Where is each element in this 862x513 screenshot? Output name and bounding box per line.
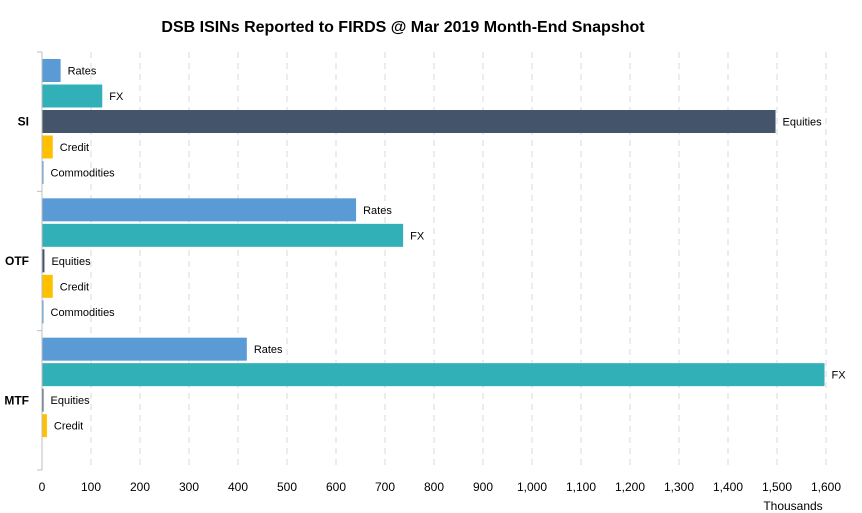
bar-mtf-rates <box>42 337 247 361</box>
bar-otf-equities <box>42 249 45 273</box>
bar-label: Equities <box>51 395 91 407</box>
bar-label: Credit <box>60 281 89 293</box>
x-tick-label: 900 <box>473 480 493 494</box>
bar-label: FX <box>832 370 847 382</box>
bar-si-fx <box>42 84 103 108</box>
x-tick-label: 200 <box>130 480 150 494</box>
x-tick-label: 600 <box>326 480 346 494</box>
bar-label: FX <box>410 230 425 242</box>
bars <box>42 59 825 438</box>
x-tick-label: 100 <box>81 480 101 494</box>
bar-label: Commodities <box>51 307 116 319</box>
bar-labels: Rates FX Equities Credit Commodities Rates FX E… <box>51 66 847 433</box>
bar-label: Credit <box>54 421 83 433</box>
bar-si-equities <box>42 110 776 133</box>
bar-label: Equities <box>51 256 91 268</box>
bar-otf-rates <box>42 198 357 222</box>
bar-si-credit <box>42 135 53 159</box>
bar-mtf-fx <box>42 363 825 387</box>
category-label: SI <box>18 115 29 129</box>
bar-label: FX <box>109 91 124 103</box>
bar-label: Commodities <box>51 168 116 180</box>
bar-label: Rates <box>254 344 283 356</box>
x-tick-label: 0 <box>39 480 46 494</box>
x-tick-label: 1,500 <box>762 480 792 494</box>
bar-si-rates <box>42 59 61 82</box>
axes: 0 100 200 300 400 500 600 700 800 900 1,000 1,100 1,… <box>4 51 841 494</box>
bar-label: Rates <box>68 66 97 78</box>
bar-label: Credit <box>60 142 89 154</box>
bar-otf-fx <box>42 223 404 247</box>
category-label: MTF <box>4 393 29 407</box>
x-tick-label: 700 <box>375 480 395 494</box>
x-tick-label: 800 <box>424 480 444 494</box>
category-label: OTF <box>5 254 29 268</box>
x-tick-label: 1,000 <box>517 480 547 494</box>
bar-si-commodities <box>42 161 44 184</box>
unit-label: Thousands <box>763 499 822 513</box>
x-tick-label: 1,400 <box>713 480 743 494</box>
bar-label: Equities <box>783 117 823 129</box>
bar-otf-credit <box>42 274 53 298</box>
bar-mtf-equities <box>42 388 44 412</box>
x-tick-label: 1,600 <box>811 480 841 494</box>
x-tick-label: 400 <box>228 480 248 494</box>
x-tick-label: 300 <box>179 480 199 494</box>
bar-label: Rates <box>363 205 392 217</box>
x-tick-label: 1,200 <box>615 480 645 494</box>
x-tick-label: 500 <box>277 480 297 494</box>
x-tick-label: 1,300 <box>664 480 694 494</box>
bar-mtf-credit <box>42 414 47 438</box>
chart-title: DSB ISINs Reported to FIRDS @ Mar 2019 M… <box>161 19 645 36</box>
bar-otf-commodities <box>42 300 44 324</box>
x-tick-label: 1,100 <box>566 480 596 494</box>
